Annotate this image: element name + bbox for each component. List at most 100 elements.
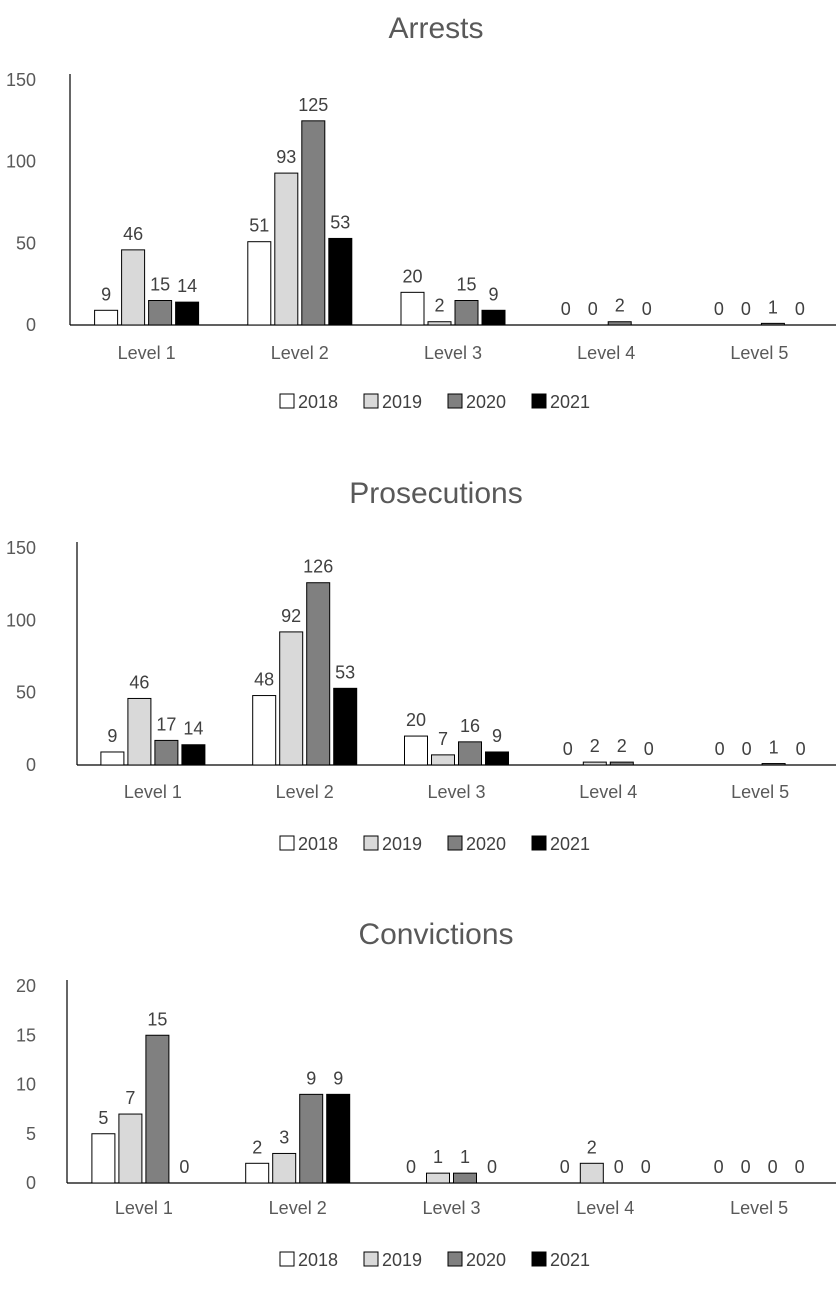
x-tick-label: Level 4 bbox=[576, 1198, 634, 1218]
bar bbox=[481, 309, 506, 326]
data-label: 7 bbox=[125, 1088, 135, 1108]
y-tick-label: 5 bbox=[26, 1124, 36, 1144]
bar bbox=[94, 309, 119, 326]
legend-swatch bbox=[531, 1251, 547, 1267]
bar bbox=[118, 1113, 143, 1184]
y-tick-label: 15 bbox=[16, 1025, 36, 1045]
data-label: 17 bbox=[156, 714, 176, 734]
bar bbox=[100, 751, 125, 766]
y-tick-label: 100 bbox=[6, 152, 36, 172]
data-label: 0 bbox=[641, 1157, 651, 1177]
legend-swatch bbox=[531, 393, 547, 409]
bar bbox=[252, 695, 277, 766]
y-tick-label: 0 bbox=[26, 1173, 36, 1193]
data-label: 46 bbox=[129, 672, 149, 692]
bar bbox=[301, 120, 326, 326]
legend-swatch bbox=[447, 1251, 463, 1267]
data-label: 0 bbox=[796, 739, 806, 759]
y-tick-label: 50 bbox=[16, 683, 36, 703]
bar bbox=[326, 1093, 351, 1184]
legend-swatch bbox=[531, 835, 547, 851]
x-tick-label: Level 4 bbox=[579, 782, 637, 802]
legend-swatch bbox=[279, 835, 295, 851]
legend-swatch bbox=[279, 1251, 295, 1267]
data-label: 9 bbox=[101, 284, 111, 304]
bar bbox=[127, 697, 152, 766]
data-label: 9 bbox=[492, 726, 502, 746]
chart-title: Prosecutions bbox=[349, 477, 522, 510]
data-label: 0 bbox=[714, 299, 724, 319]
chart-title: Arrests bbox=[388, 12, 483, 45]
bar bbox=[274, 172, 299, 326]
y-tick-label: 0 bbox=[26, 755, 36, 775]
data-label: 2 bbox=[615, 296, 625, 316]
bar bbox=[154, 739, 179, 766]
data-label: 0 bbox=[741, 299, 751, 319]
y-tick-label: 10 bbox=[16, 1075, 36, 1095]
bar bbox=[299, 1093, 324, 1184]
bar bbox=[427, 321, 452, 326]
data-label: 20 bbox=[402, 266, 422, 286]
data-label: 9 bbox=[107, 726, 117, 746]
data-label: 0 bbox=[795, 299, 805, 319]
data-label: 53 bbox=[335, 662, 355, 682]
data-label: 1 bbox=[768, 297, 778, 317]
prosecutions-chart: Prosecutions 0 50 100 150 Level 1 9 46 17 14 Leve… bbox=[6, 477, 836, 854]
bar bbox=[91, 1133, 116, 1184]
y-tick-label: 100 bbox=[6, 610, 36, 630]
data-label: 0 bbox=[406, 1157, 416, 1177]
bar bbox=[404, 735, 428, 766]
legend-swatch bbox=[363, 1251, 379, 1267]
bar bbox=[279, 631, 304, 766]
x-tick-label: Level 5 bbox=[730, 1198, 788, 1218]
data-label: 0 bbox=[741, 1157, 751, 1177]
legend-label: 2019 bbox=[382, 834, 422, 854]
x-tick-label: Level 1 bbox=[118, 343, 176, 363]
bar bbox=[148, 300, 173, 326]
chart-title: Convictions bbox=[358, 918, 513, 951]
data-label: 0 bbox=[795, 1157, 805, 1177]
data-label: 2 bbox=[617, 736, 627, 756]
data-label: 125 bbox=[298, 95, 328, 115]
bar bbox=[431, 754, 455, 766]
data-label: 0 bbox=[614, 1157, 624, 1177]
x-tick-label: Level 5 bbox=[730, 343, 788, 363]
y-tick-label: 150 bbox=[6, 538, 36, 558]
data-label: 0 bbox=[179, 1157, 189, 1177]
data-label: 46 bbox=[123, 224, 143, 244]
data-label: 14 bbox=[183, 719, 203, 739]
x-tick-label: Level 1 bbox=[124, 782, 182, 802]
data-label: 20 bbox=[406, 710, 426, 730]
legend-swatch bbox=[363, 835, 379, 851]
data-label: 0 bbox=[487, 1157, 497, 1177]
bar bbox=[333, 687, 358, 766]
y-tick-label: 50 bbox=[16, 233, 36, 253]
x-tick-label: Level 1 bbox=[115, 1198, 173, 1218]
data-label: 126 bbox=[303, 557, 333, 577]
x-tick-label: Level 3 bbox=[422, 1198, 480, 1218]
bar bbox=[175, 301, 200, 326]
bar bbox=[181, 744, 206, 766]
legend-label: 2021 bbox=[550, 1250, 590, 1270]
data-label: 92 bbox=[281, 606, 301, 626]
data-label: 1 bbox=[460, 1147, 470, 1167]
x-tick-label: Level 2 bbox=[276, 782, 334, 802]
data-label: 0 bbox=[714, 1157, 724, 1177]
data-label: 2 bbox=[590, 736, 600, 756]
data-label: 15 bbox=[456, 275, 476, 295]
data-label: 14 bbox=[177, 276, 197, 296]
bar bbox=[760, 322, 785, 326]
y-tick-label: 20 bbox=[16, 976, 36, 996]
data-label: 93 bbox=[276, 147, 296, 167]
data-label: 0 bbox=[561, 299, 571, 319]
x-tick-label: Level 2 bbox=[269, 1198, 327, 1218]
data-label: 15 bbox=[147, 1009, 167, 1029]
x-tick-label: Level 3 bbox=[424, 343, 482, 363]
legend-swatch bbox=[447, 835, 463, 851]
y-tick-label: 150 bbox=[6, 70, 36, 90]
bar bbox=[426, 1172, 450, 1184]
data-label: 16 bbox=[460, 716, 480, 736]
x-tick-label: Level 3 bbox=[427, 782, 485, 802]
